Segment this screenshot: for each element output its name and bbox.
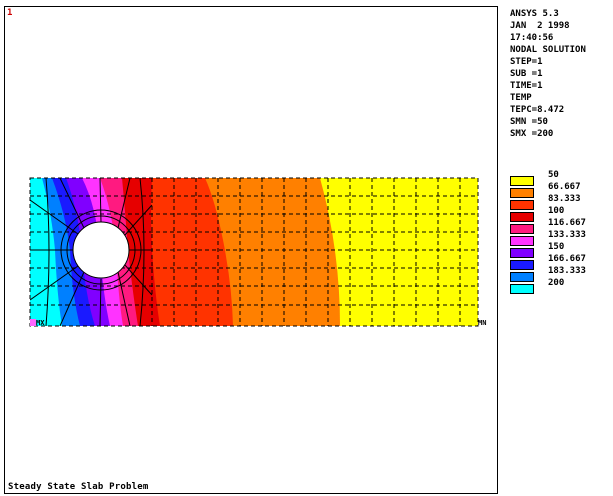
- info-line-smn: SMN =50: [510, 117, 548, 127]
- band-200: [30, 178, 62, 326]
- legend-label: 83.333: [548, 194, 581, 204]
- info-line-version: ANSYS 5.3: [510, 9, 559, 19]
- legend-item: 83.333: [510, 194, 610, 210]
- legend-swatch: [510, 212, 534, 222]
- legend-item: 66.667: [510, 182, 610, 198]
- info-line-step: STEP=1: [510, 57, 543, 67]
- info-line-timeval: TIME=1: [510, 81, 543, 91]
- legend-label: 183.333: [548, 266, 586, 276]
- info-line-sub: SUB =1: [510, 69, 543, 79]
- info-line-date: JAN 2 1998: [510, 21, 570, 31]
- legend-swatch: [510, 284, 534, 294]
- legend-item: 150: [510, 242, 610, 258]
- legend-label: 166.667: [548, 254, 586, 264]
- legend-item: 100: [510, 206, 610, 222]
- legend-swatch: [510, 224, 534, 234]
- legend-item: 50: [510, 170, 610, 186]
- legend-swatch: [510, 272, 534, 282]
- legend-swatch: [510, 260, 534, 270]
- plot-title: Steady State Slab Problem: [8, 482, 149, 492]
- contour-legend: 50 66.667 83.333 100 116.667 133.333 150 166.66…: [510, 170, 610, 294]
- legend-swatch: [510, 236, 534, 246]
- info-line-time: 17:40:56: [510, 33, 554, 43]
- legend-label: 116.667: [548, 218, 586, 228]
- legend-label: 50: [548, 170, 559, 180]
- mn-label: MN: [478, 319, 486, 327]
- legend-item: 133.333: [510, 230, 610, 246]
- legend-item: 200: [510, 278, 610, 294]
- info-line-quantity: TEMP: [510, 93, 532, 103]
- legend-label: 200: [548, 278, 565, 288]
- legend-swatch: [510, 188, 534, 198]
- legend-item: 166.667: [510, 254, 610, 270]
- hole-mesh: [30, 178, 153, 326]
- info-line-tepc: TEPC=8.472: [510, 105, 565, 115]
- mx-label: MX: [36, 319, 45, 327]
- legend-label: 100: [548, 206, 565, 216]
- legend-swatch: [510, 200, 534, 210]
- hole: [72, 221, 130, 279]
- mx-marker: [30, 319, 36, 326]
- info-line-solution-type: NODAL SOLUTION: [510, 45, 586, 55]
- info-line-smx: SMX =200: [510, 129, 554, 139]
- contour-plot: MX MN: [29, 177, 486, 327]
- solution-info-panel: ANSYS 5.3 JAN 2 1998 17:40:56 NODAL SOLU…: [510, 8, 613, 140]
- legend-label: 66.667: [548, 182, 581, 192]
- legend-swatch: [510, 176, 534, 186]
- legend-label: 150: [548, 242, 565, 252]
- contour-bands: [30, 178, 478, 326]
- legend-item: 183.333: [510, 266, 610, 282]
- legend-item: 116.667: [510, 218, 610, 234]
- legend-label: 133.333: [548, 230, 586, 240]
- slab-outline: [29, 177, 479, 327]
- legend-swatch: [510, 248, 534, 258]
- window-number-label: 1: [7, 8, 13, 18]
- mesh-grid: [30, 178, 478, 326]
